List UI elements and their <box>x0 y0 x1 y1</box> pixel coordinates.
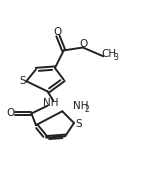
Text: O: O <box>79 39 87 49</box>
Text: 3: 3 <box>113 53 118 62</box>
Text: CH: CH <box>102 49 117 59</box>
Text: 2: 2 <box>84 105 89 114</box>
Text: S: S <box>75 119 82 129</box>
Text: NH: NH <box>73 101 88 111</box>
Text: S: S <box>19 76 26 86</box>
Text: O: O <box>54 27 62 37</box>
Text: NH: NH <box>43 98 58 108</box>
Text: O: O <box>7 108 15 118</box>
